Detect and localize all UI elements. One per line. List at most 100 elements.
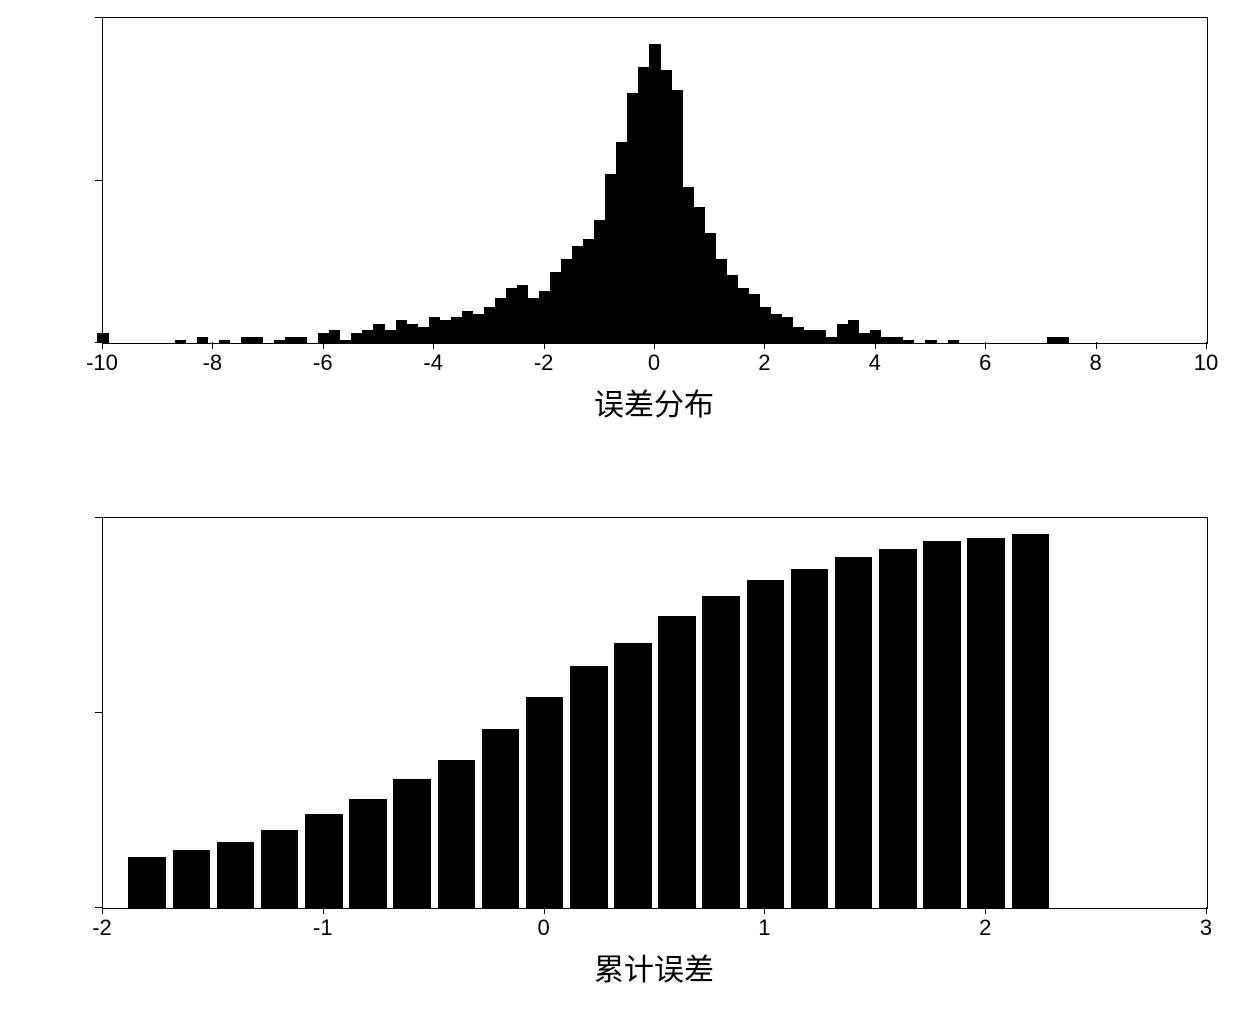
- bar: [881, 337, 892, 344]
- xtick-mark: [1206, 907, 1207, 914]
- xtick-mark: [544, 342, 545, 349]
- ytick-mark: [95, 517, 102, 518]
- bar: [373, 324, 384, 344]
- bar: [702, 596, 740, 908]
- bar: [661, 70, 672, 343]
- bar: [329, 330, 340, 343]
- bar: [570, 666, 608, 908]
- bar: [672, 90, 683, 344]
- bar: [649, 44, 660, 343]
- bar: [296, 337, 307, 344]
- xtick-label: 10: [1176, 350, 1236, 376]
- bar: [495, 298, 506, 344]
- xtick-mark: [985, 907, 986, 914]
- bar: [727, 275, 738, 343]
- ytick-mark: [95, 907, 102, 908]
- xtick-label: -10: [72, 350, 132, 376]
- bar: [791, 569, 829, 908]
- histogram-plot-area: [102, 17, 1208, 344]
- xtick-label: 3: [1176, 915, 1236, 941]
- bar: [261, 830, 299, 908]
- xtick-mark: [985, 342, 986, 349]
- bar: [285, 337, 296, 344]
- xtick-mark: [764, 907, 765, 914]
- xtick-mark: [544, 907, 545, 914]
- bar: [396, 320, 407, 343]
- xtick-label: 1: [734, 915, 794, 941]
- bar: [658, 616, 696, 909]
- bar: [175, 340, 186, 343]
- bar: [782, 317, 793, 343]
- bar: [219, 340, 230, 343]
- bar: [305, 814, 343, 908]
- bar: [815, 330, 826, 343]
- bar: [903, 340, 914, 343]
- xtick-mark: [102, 342, 103, 349]
- bar: [793, 327, 804, 343]
- bar: [1047, 337, 1058, 344]
- bar: [484, 307, 495, 343]
- xtick-label: 6: [955, 350, 1015, 376]
- bar: [835, 557, 873, 908]
- bar: [848, 320, 859, 343]
- bar: [173, 850, 211, 909]
- bar: [1012, 534, 1050, 908]
- bar: [892, 337, 903, 344]
- bar: [859, 333, 870, 343]
- bar: [550, 272, 561, 344]
- bar: [826, 337, 837, 344]
- bar: [241, 337, 252, 344]
- bar: [923, 541, 961, 908]
- bar: [879, 549, 917, 908]
- bar: [705, 233, 716, 344]
- bar: [274, 340, 285, 343]
- ytick-mark: [95, 712, 102, 713]
- bar: [572, 246, 583, 344]
- bar: [340, 340, 351, 343]
- xtick-mark: [875, 342, 876, 349]
- bar: [418, 327, 429, 343]
- bar: [438, 760, 476, 908]
- bar: [925, 340, 936, 343]
- bar: [128, 857, 166, 908]
- bar: [694, 207, 705, 344]
- xtick-label: -8: [182, 350, 242, 376]
- xtick-label: -1: [293, 915, 353, 941]
- xtick-mark: [654, 342, 655, 349]
- ytick-mark: [95, 17, 102, 18]
- xtick-label: -6: [293, 350, 353, 376]
- xtick-label: -2: [514, 350, 574, 376]
- figure-container: -10-8-6-4-20246810 050100 误差分布 -2-10123 …: [0, 0, 1240, 1017]
- xtick-mark: [212, 342, 213, 349]
- cumulative-xlabel: 累计误差: [102, 945, 1206, 989]
- bar: [627, 93, 638, 343]
- bar: [462, 311, 473, 344]
- xtick-mark: [764, 342, 765, 349]
- bar: [539, 291, 550, 343]
- xtick-label: -4: [403, 350, 463, 376]
- bar: [1058, 337, 1069, 344]
- xtick-label: 4: [845, 350, 905, 376]
- ytick-mark: [95, 180, 102, 181]
- bar: [749, 294, 760, 343]
- bar: [605, 174, 616, 343]
- xtick-label: 0: [514, 915, 574, 941]
- bar: [385, 330, 396, 343]
- bar: [349, 799, 387, 908]
- bar: [683, 187, 694, 343]
- bar: [747, 580, 785, 908]
- bar: [217, 842, 255, 908]
- bar: [393, 779, 431, 908]
- xtick-label: 2: [955, 915, 1015, 941]
- bar: [362, 330, 373, 343]
- bar: [594, 220, 605, 344]
- bar: [614, 643, 652, 908]
- bar: [967, 538, 1005, 909]
- xtick-label: 8: [1066, 350, 1126, 376]
- bar: [517, 285, 528, 344]
- bar: [351, 333, 362, 343]
- bar: [716, 259, 727, 344]
- bar: [526, 697, 564, 908]
- bar: [528, 298, 539, 344]
- xtick-label: 2: [734, 350, 794, 376]
